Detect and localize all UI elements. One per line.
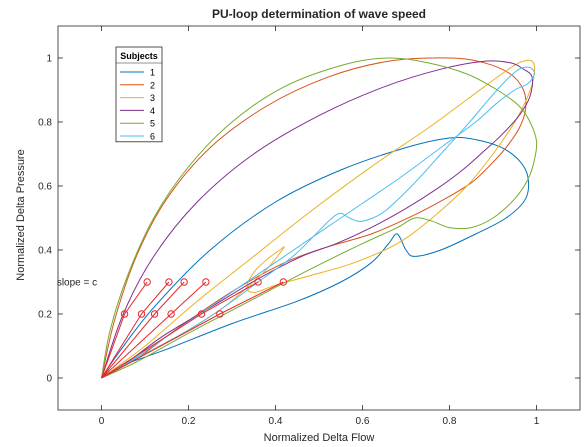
series-line-5 [101, 57, 538, 379]
legend: Subjects 1 2 3 4 5 6 [115, 46, 163, 143]
slope-marker [197, 310, 206, 318]
slope-line-5 [101, 281, 259, 379]
slope-marker [165, 278, 173, 286]
slope-marker [202, 278, 210, 286]
y-tick-label: 0.8 [38, 118, 52, 129]
chart-title: PU-loop determination of wave speed [212, 7, 426, 21]
series-line-6 [101, 66, 535, 379]
legend-entry-2: 2 [150, 80, 155, 90]
legend-entry-3: 3 [150, 93, 155, 103]
slope-line-4 [101, 281, 207, 379]
slope-marker [279, 278, 288, 286]
slope-marker [180, 278, 188, 286]
x-tick-label: 0.4 [269, 416, 283, 427]
x-tick-label: 0.2 [182, 416, 196, 427]
legend-entry-1: 1 [150, 68, 155, 78]
slope-marker [216, 310, 224, 318]
x-axis-label: Normalized Delta Flow [264, 432, 375, 444]
y-tick-label: 0.2 [38, 310, 52, 321]
slope-line-2 [101, 281, 170, 379]
slope-line-6 [101, 281, 284, 379]
slope-marker [150, 310, 159, 318]
legend-entry-5: 5 [150, 119, 155, 129]
series-line-3 [101, 59, 536, 379]
y-tick-label: 0 [46, 374, 52, 385]
legend-title: Subjects [120, 51, 158, 61]
legend-entry-6: 6 [150, 132, 155, 142]
slope-line-3 [101, 281, 185, 379]
slope-line-1 [101, 281, 148, 379]
slope-marker [167, 310, 175, 318]
slope-annotation: slope = c [57, 278, 97, 289]
x-tick-label: 0.8 [443, 416, 457, 427]
y-tick-label: 0.6 [38, 182, 52, 193]
y-tick-label: 1 [46, 54, 52, 65]
x-tick-label: 1 [534, 416, 540, 427]
legend-entry-4: 4 [150, 106, 155, 116]
legend-box [115, 46, 163, 143]
y-tick-label: 0.4 [38, 246, 52, 257]
y-axis-label: Normalized Delta Pressure [15, 149, 27, 280]
slope-marker [137, 310, 146, 318]
slope-marker [254, 278, 262, 286]
slope-marker [120, 310, 129, 318]
x-tick-label: 0.6 [356, 416, 370, 427]
slope-marker [143, 278, 151, 286]
x-tick-label: 0 [99, 416, 105, 427]
series-line-1 [101, 136, 530, 379]
